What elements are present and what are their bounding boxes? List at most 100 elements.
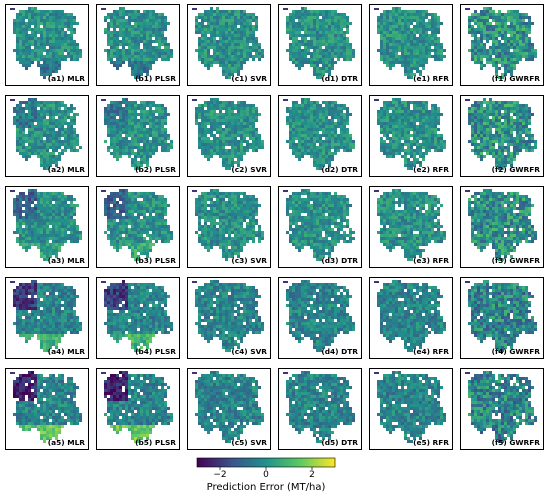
- map-cell: [155, 107, 158, 110]
- map-cell: [201, 107, 204, 110]
- map-cell: [325, 158, 328, 161]
- map-cell: [328, 34, 331, 37]
- map-cell: [319, 13, 322, 16]
- map-cell: [134, 61, 137, 64]
- map-cell: [389, 113, 392, 116]
- map-cell: [240, 128, 243, 131]
- map-cell: [46, 58, 49, 61]
- map-cell: [237, 134, 240, 137]
- map-cell: [76, 137, 79, 140]
- map-cell: [468, 122, 471, 125]
- map-cell: [301, 101, 304, 104]
- map-cell: [331, 137, 334, 140]
- map-cell: [401, 119, 404, 122]
- map-cell: [237, 13, 240, 16]
- map-cell: [213, 149, 216, 152]
- map-cell: [313, 149, 316, 152]
- map-cell: [474, 58, 477, 61]
- map-cell: [471, 46, 474, 49]
- map-cell: [510, 16, 513, 19]
- map-cell: [501, 76, 504, 79]
- map-cell: [286, 116, 289, 119]
- map-cell: [507, 119, 510, 122]
- map-cell: [216, 104, 219, 107]
- map-cell: [410, 119, 413, 122]
- map-cell: [404, 25, 407, 28]
- map-cell: [152, 146, 155, 149]
- map-cell: [110, 13, 113, 16]
- map-cell: [210, 113, 213, 116]
- map-cell: [395, 119, 398, 122]
- map-cell: [49, 249, 52, 252]
- map-cell: [37, 198, 40, 201]
- map-cell: [158, 125, 161, 128]
- map-cell: [76, 225, 79, 228]
- map-cell: [46, 255, 49, 258]
- map-cell: [410, 28, 413, 31]
- map-cell: [501, 107, 504, 110]
- map-cell: [125, 52, 128, 55]
- map-cell: [131, 131, 134, 134]
- map-cell: [52, 107, 55, 110]
- map-cell: [219, 125, 222, 128]
- map-cell: [255, 113, 258, 116]
- map-cell: [58, 140, 61, 143]
- map-cell: [234, 125, 237, 128]
- map-cell: [416, 131, 419, 134]
- map-cell: [143, 104, 146, 107]
- map-cell: [198, 40, 201, 43]
- map-cell: [134, 52, 137, 55]
- map-cell: [140, 122, 143, 125]
- map-cell: [228, 10, 231, 13]
- map-cell: [422, 104, 425, 107]
- map-cell: [158, 40, 161, 43]
- map-cell: [510, 101, 513, 104]
- map-cell: [58, 231, 61, 234]
- map-cell: [225, 158, 228, 161]
- map-cell: [107, 31, 110, 34]
- map-cell: [434, 16, 437, 19]
- map-cell: [480, 19, 483, 22]
- map-cell: [416, 107, 419, 110]
- map-cell: [495, 43, 498, 46]
- map-cell: [64, 146, 67, 149]
- map-cell: [28, 113, 31, 116]
- map-cell: [67, 113, 70, 116]
- map-cell: [310, 137, 313, 140]
- map-cell: [155, 46, 158, 49]
- map-cell: [310, 140, 313, 143]
- map-cell: [234, 104, 237, 107]
- map-cell: [28, 195, 31, 198]
- map-cell: [525, 46, 528, 49]
- map-cell: [61, 234, 64, 237]
- map-cell: [507, 134, 510, 137]
- map-cell: [395, 28, 398, 31]
- map-cell: [225, 107, 228, 110]
- map-cell: [316, 134, 319, 137]
- map-cell: [428, 25, 431, 28]
- map-cell: [143, 122, 146, 125]
- map-cell: [231, 107, 234, 110]
- map-cell: [76, 228, 79, 231]
- map-cell: [331, 10, 334, 13]
- map-cell: [158, 22, 161, 25]
- map-cell: [131, 34, 134, 37]
- map-cell: [331, 19, 334, 22]
- map-cell: [431, 143, 434, 146]
- map-cell: [304, 31, 307, 34]
- map-cell: [46, 22, 49, 25]
- map-cell: [149, 40, 152, 43]
- map-cell: [413, 104, 416, 107]
- map-cell: [477, 134, 480, 137]
- map-cell: [395, 131, 398, 134]
- map-cell: [149, 10, 152, 13]
- map-cell: [292, 110, 295, 113]
- map-cell: [64, 195, 67, 198]
- map-cell: [70, 55, 73, 58]
- map-cell: [110, 55, 113, 58]
- map-cell: [113, 192, 116, 195]
- map-cell: [40, 225, 43, 228]
- map-cell: [422, 43, 425, 46]
- map-cell: [34, 104, 37, 107]
- map-cell: [164, 119, 167, 122]
